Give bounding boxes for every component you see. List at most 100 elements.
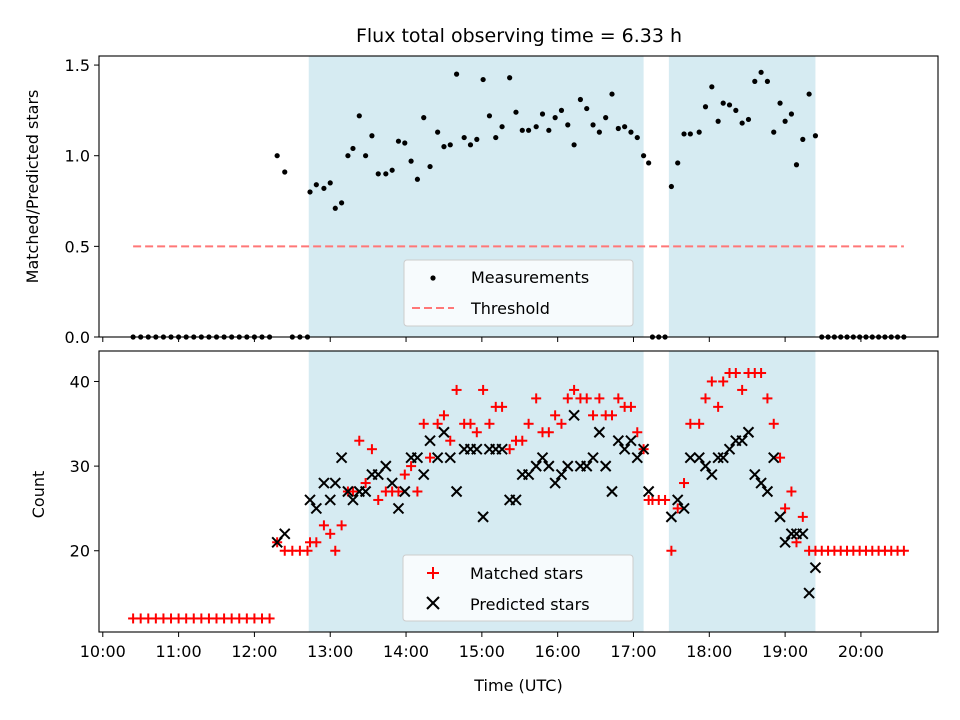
matched-star-point	[768, 418, 779, 429]
predicted-star-point	[797, 528, 809, 540]
predicted-star-point	[736, 435, 748, 447]
matched-star-point	[786, 486, 797, 497]
measurement-point	[577, 96, 584, 103]
y-tick-label: 0.0	[65, 328, 90, 347]
measurement-point	[696, 129, 702, 135]
measurement-point	[681, 131, 687, 137]
matched-star-point	[700, 393, 711, 404]
predicted-star-point	[380, 460, 392, 472]
predicted-star-point	[606, 485, 618, 498]
predicted-star-point	[342, 485, 354, 498]
x-tick-label: 11:00	[156, 642, 202, 661]
matched-star-point	[556, 418, 567, 429]
measurement-point	[806, 91, 812, 97]
measurement-point	[533, 124, 539, 130]
predicted-star-point	[536, 451, 549, 464]
predicted-star-point	[279, 528, 291, 540]
predicted-star-point	[742, 426, 755, 438]
matched-star-point	[791, 537, 802, 548]
measurement-point	[480, 76, 486, 83]
predicted-star-point	[618, 443, 631, 455]
measurement-point	[640, 153, 647, 159]
matched-star-point	[438, 410, 449, 421]
x-tick-label: 10:00	[80, 642, 126, 661]
matched-star-point	[366, 444, 377, 455]
predicted-star-point	[684, 451, 697, 464]
predicted-star-point	[324, 494, 336, 506]
predicted-star-point	[359, 485, 372, 498]
predicted-star-point	[471, 443, 483, 455]
matched-star-point	[660, 494, 671, 505]
measurement-point	[603, 115, 609, 121]
measurement-point	[590, 122, 596, 128]
measurement-point	[441, 144, 447, 150]
measurement-point	[558, 107, 565, 113]
legend-marker-measurements	[430, 275, 436, 281]
measurement-point	[499, 124, 505, 130]
measurement-point	[745, 116, 752, 123]
matched-star-point	[406, 461, 417, 472]
measurement-point	[363, 153, 369, 159]
matched-star-point	[756, 368, 767, 379]
predicted-star-point	[304, 494, 316, 506]
measurement-point	[646, 160, 652, 166]
matched-star-point	[685, 418, 696, 429]
measurement-point	[274, 153, 280, 159]
x-tick-label: 20:00	[838, 642, 884, 661]
predicted-star-point	[444, 451, 456, 464]
predicted-star-point	[699, 460, 712, 472]
matched-star-point	[737, 384, 748, 395]
measurement-point	[709, 84, 715, 90]
y-tick-label: 40	[70, 372, 90, 391]
matched-star-point	[613, 393, 624, 404]
x-tick-label: 13:00	[307, 642, 353, 661]
predicted-star-point	[335, 451, 348, 464]
predicted-star-point	[723, 443, 736, 455]
measurement-point	[339, 200, 345, 206]
predicted-star-point	[510, 494, 522, 506]
predicted-star-point	[318, 477, 330, 489]
measurement-point	[356, 113, 362, 119]
matched-star-point	[399, 469, 410, 480]
matched-star-point	[412, 486, 423, 497]
measurement-point	[350, 145, 356, 152]
predicted-star-point	[418, 468, 430, 481]
measurement-point	[777, 100, 783, 106]
measurement-point	[634, 134, 640, 141]
predicted-star-point	[555, 468, 568, 481]
measurement-point	[552, 115, 558, 121]
y-tick-label: 0.5	[65, 237, 90, 256]
predicted-star-point	[774, 511, 786, 523]
predicted-star-point	[631, 451, 643, 464]
measurement-point	[375, 171, 381, 177]
predicted-star-point	[392, 502, 405, 515]
measurement-point	[812, 133, 819, 139]
predicted-star-point	[431, 451, 444, 464]
matched-star-point	[797, 511, 808, 522]
predicted-star-point	[399, 485, 411, 498]
predicted-star-point	[717, 451, 729, 464]
measurement-point	[675, 160, 681, 166]
matched-star-point	[713, 401, 724, 412]
measurement-point	[307, 189, 313, 195]
matched-star-point	[497, 401, 508, 412]
matched-star-point	[625, 401, 636, 412]
matched-star-point	[465, 418, 476, 429]
measurement-point	[402, 140, 408, 146]
predicted-star-point	[424, 435, 436, 447]
matched-star-point	[706, 376, 717, 387]
matched-predicted-ratio-panel: 0.0 0.5 1.0 1.5 Matched/Predicted stars Mea…	[23, 55, 939, 347]
measurement-point	[615, 125, 621, 132]
predicted-star-point	[642, 485, 655, 498]
matched-star-point	[432, 418, 443, 429]
predicted-star-point	[785, 528, 798, 540]
chart-title: Flux total observing time = 6.33 h	[356, 25, 682, 47]
x-tick-label: 17:00	[610, 642, 656, 661]
predicted-star-point	[438, 426, 450, 438]
matched-star-point	[311, 537, 322, 548]
measurement-point	[720, 100, 726, 106]
matched-star-point	[302, 545, 313, 556]
matched-star-point	[484, 418, 495, 429]
measurement-point	[395, 138, 402, 144]
measurement-point	[435, 129, 441, 135]
